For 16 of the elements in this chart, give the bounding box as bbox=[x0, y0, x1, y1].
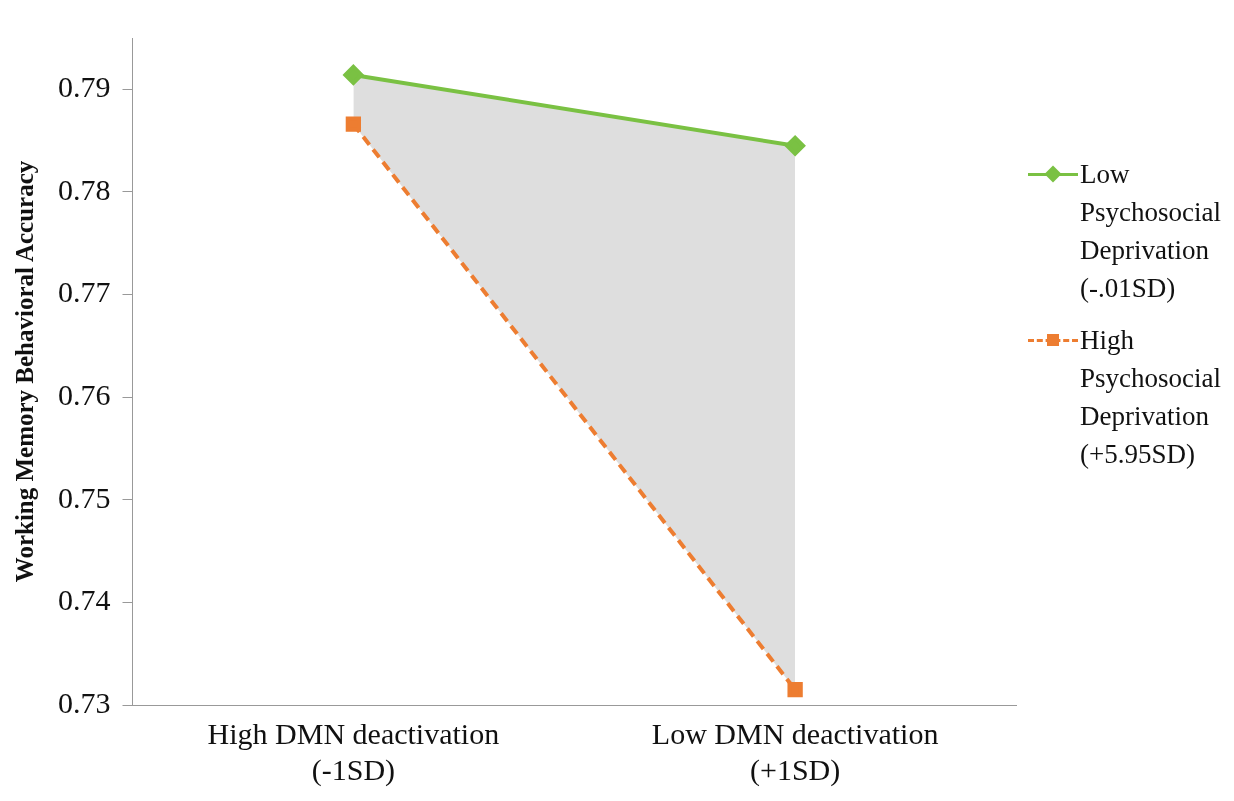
y-tick-label: 0.75 bbox=[58, 480, 111, 514]
x-tick-label: High DMN deactivation (-1SD) bbox=[207, 716, 500, 787]
x-tick-label: Low DMN deactivation (+1SD) bbox=[651, 716, 939, 787]
y-tick-label: 0.79 bbox=[58, 70, 111, 104]
legend-label: High Psychosocial Deprivation (+5.95SD) bbox=[1080, 324, 1222, 471]
point bbox=[343, 64, 364, 85]
y-tick-label: 0.78 bbox=[58, 172, 111, 206]
y-axis-title: Working Memory Behavioral Accuracy bbox=[11, 160, 39, 583]
point bbox=[345, 116, 362, 132]
y-tick-label: 0.77 bbox=[58, 275, 111, 309]
point bbox=[785, 135, 806, 156]
legend-label: Low Psychosocial Deprivation (-.01SD) bbox=[1080, 158, 1222, 305]
y-tick-label: 0.73 bbox=[58, 685, 111, 719]
y-tick-label: 0.74 bbox=[58, 583, 111, 617]
y-tick-label: 0.76 bbox=[58, 378, 111, 412]
point bbox=[787, 681, 803, 698]
